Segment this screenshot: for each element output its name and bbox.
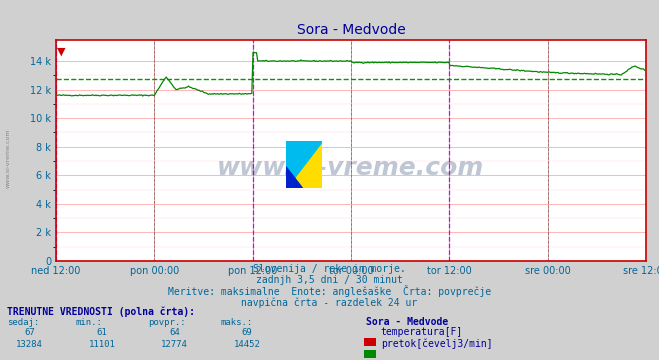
- Text: povpr.:: povpr.:: [148, 318, 186, 327]
- Text: pretok[čevelj3/min]: pretok[čevelj3/min]: [381, 338, 492, 349]
- Text: zadnjh 3,5 dni / 30 minut: zadnjh 3,5 dni / 30 minut: [256, 275, 403, 285]
- Text: maks.:: maks.:: [221, 318, 253, 327]
- Text: ▼: ▼: [57, 46, 66, 56]
- Text: Sora - Medvode: Sora - Medvode: [366, 317, 448, 327]
- Text: 61: 61: [97, 328, 107, 337]
- Text: 12774: 12774: [161, 340, 188, 349]
- Text: 64: 64: [169, 328, 180, 337]
- Text: www.si-vreme.com: www.si-vreme.com: [5, 129, 11, 188]
- Text: 11101: 11101: [89, 340, 115, 349]
- Polygon shape: [286, 141, 322, 188]
- Polygon shape: [286, 167, 302, 188]
- Text: min.:: min.:: [76, 318, 103, 327]
- Text: navpična črta - razdelek 24 ur: navpična črta - razdelek 24 ur: [241, 298, 418, 309]
- Text: temperatura[F]: temperatura[F]: [381, 327, 463, 337]
- Text: 69: 69: [242, 328, 252, 337]
- Text: 14452: 14452: [234, 340, 260, 349]
- Text: 67: 67: [24, 328, 35, 337]
- Text: 13284: 13284: [16, 340, 43, 349]
- Title: Sora - Medvode: Sora - Medvode: [297, 23, 405, 37]
- Text: Meritve: maksimalne  Enote: anglešaške  Črta: povprečje: Meritve: maksimalne Enote: anglešaške Čr…: [168, 285, 491, 297]
- Polygon shape: [286, 141, 322, 188]
- Text: TRENUTNE VREDNOSTI (polna črta):: TRENUTNE VREDNOSTI (polna črta):: [7, 306, 194, 317]
- Text: Slovenija / reke in morje.: Slovenija / reke in morje.: [253, 264, 406, 274]
- Text: sedaj:: sedaj:: [7, 318, 39, 327]
- Text: www.si-vreme.com: www.si-vreme.com: [217, 156, 484, 180]
